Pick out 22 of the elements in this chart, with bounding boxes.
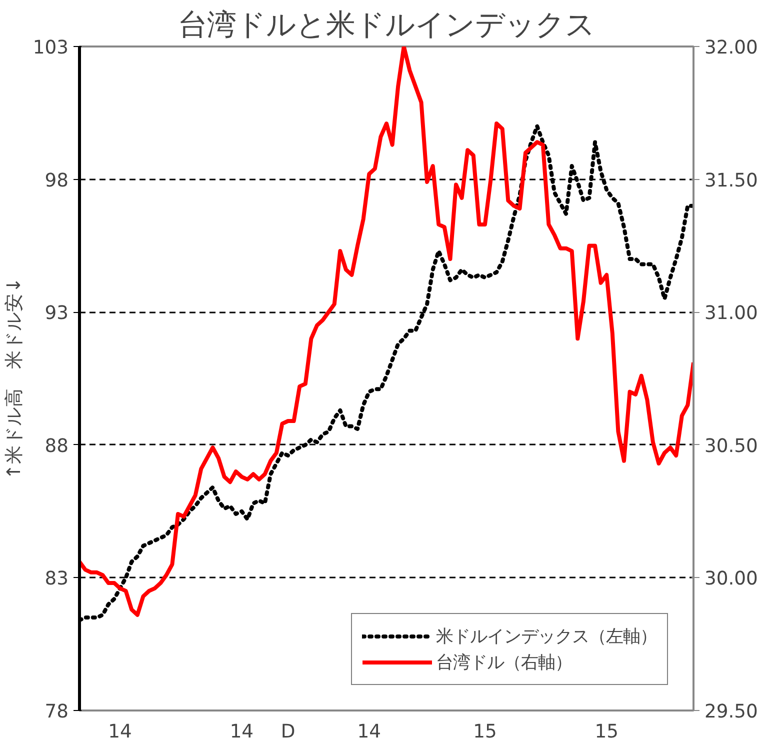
y-tick-label: 88 [44,436,69,457]
y2-tick-label: 30.50 [704,436,758,457]
x-tick-label: 15 [473,722,497,742]
x-tick-label: 14 [357,722,382,742]
chart-title: 台湾ドルと米ドルインデックス [178,8,595,42]
x-tick-label: D [280,722,296,742]
y2-tick-label: 29.50 [704,702,758,722]
x-tick-label: 14 [108,722,132,742]
y2-tick-label: 31.00 [704,303,758,324]
x-tick-label: 14 [230,722,254,742]
y2-tick-label: 31.50 [704,170,758,192]
legend-label: 台湾ドル（右軸） [436,652,572,674]
y-axis-title: ↑米ドル高 米ドル安↓ [2,277,25,480]
y-tick-label: 83 [44,568,69,590]
y-tick-label: 78 [44,702,69,722]
y2-tick-label: 32.00 [704,38,758,58]
y-tick-label: 98 [44,170,69,192]
y-tick-label: 93 [44,303,69,324]
y2-tick-label: 30.00 [704,568,758,590]
x-tick-label: 15 [594,722,618,742]
y-tick-label: 103 [32,38,68,58]
legend-label: 米ドルインデックス（左軸） [436,626,657,648]
